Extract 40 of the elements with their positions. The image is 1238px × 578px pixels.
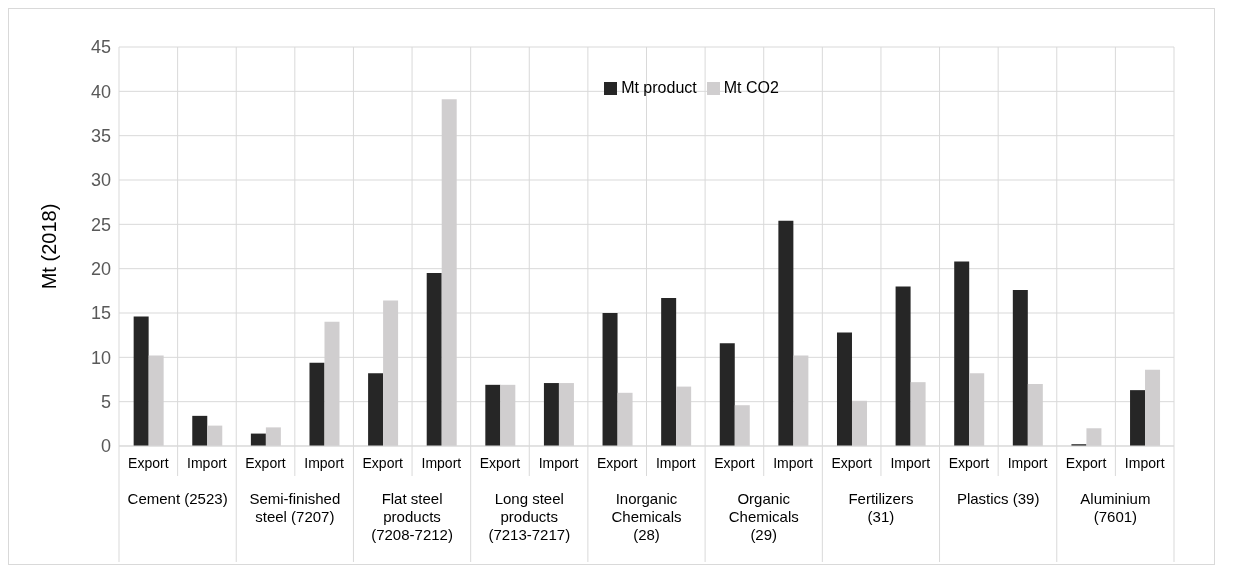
x-tick-label: Export: [596, 455, 638, 471]
x-tick-label: Export: [948, 455, 990, 471]
text: Organic Chemicals (29): [728, 490, 799, 543]
x-tick-label: Import: [655, 455, 696, 471]
legend-label: Mt CO2: [723, 79, 779, 96]
x-tick-label: Export: [714, 455, 755, 471]
text: Flat steel products (7208-7212): [371, 490, 453, 543]
x-tick-label: Import: [421, 455, 462, 471]
x-tick-label: Export: [479, 455, 521, 471]
x-tick-label: Import: [890, 455, 931, 471]
x-tick-label: Import: [1124, 455, 1165, 471]
text: Aluminium (7601): [1080, 490, 1151, 525]
text: Plastics (39): [956, 490, 1040, 507]
x-tick-label: Export: [362, 455, 404, 471]
x-tick-label: Export: [1065, 455, 1107, 471]
text: Fertilizers (31): [848, 490, 914, 525]
x-tick-label: Import: [773, 455, 813, 471]
text: Long steel products (7213-7217): [488, 490, 571, 543]
y-tick-label: 15: [90, 303, 111, 324]
x-tick-label: Import: [187, 455, 227, 471]
y-tick-label: 45: [90, 37, 111, 58]
x-tick-label: Export: [245, 455, 286, 471]
y-tick-label: 20: [90, 259, 111, 280]
x-tick-label: Import: [1007, 455, 1048, 471]
y-axis-title: Mt (2018): [38, 203, 61, 290]
x-tick-label: Import: [304, 455, 345, 471]
y-tick-label: 25: [90, 214, 111, 235]
text: Inorganic Chemicals (28): [611, 490, 682, 543]
text: Cement (2523): [127, 490, 228, 507]
legend-label: Mt product: [621, 79, 697, 96]
x-tick-label: Export: [128, 455, 169, 471]
x-tick-label: Export: [831, 455, 872, 471]
y-tick-label: 40: [90, 81, 111, 102]
y-tick-label: 0: [100, 436, 111, 457]
x-tick-label: Import: [538, 455, 579, 471]
y-tick-label: 35: [90, 126, 111, 147]
y-tick-label: 10: [90, 347, 111, 368]
y-tick-label: 5: [100, 392, 111, 413]
text: Semi-finished steel (7207): [249, 490, 341, 525]
y-tick-label: 30: [90, 170, 111, 191]
